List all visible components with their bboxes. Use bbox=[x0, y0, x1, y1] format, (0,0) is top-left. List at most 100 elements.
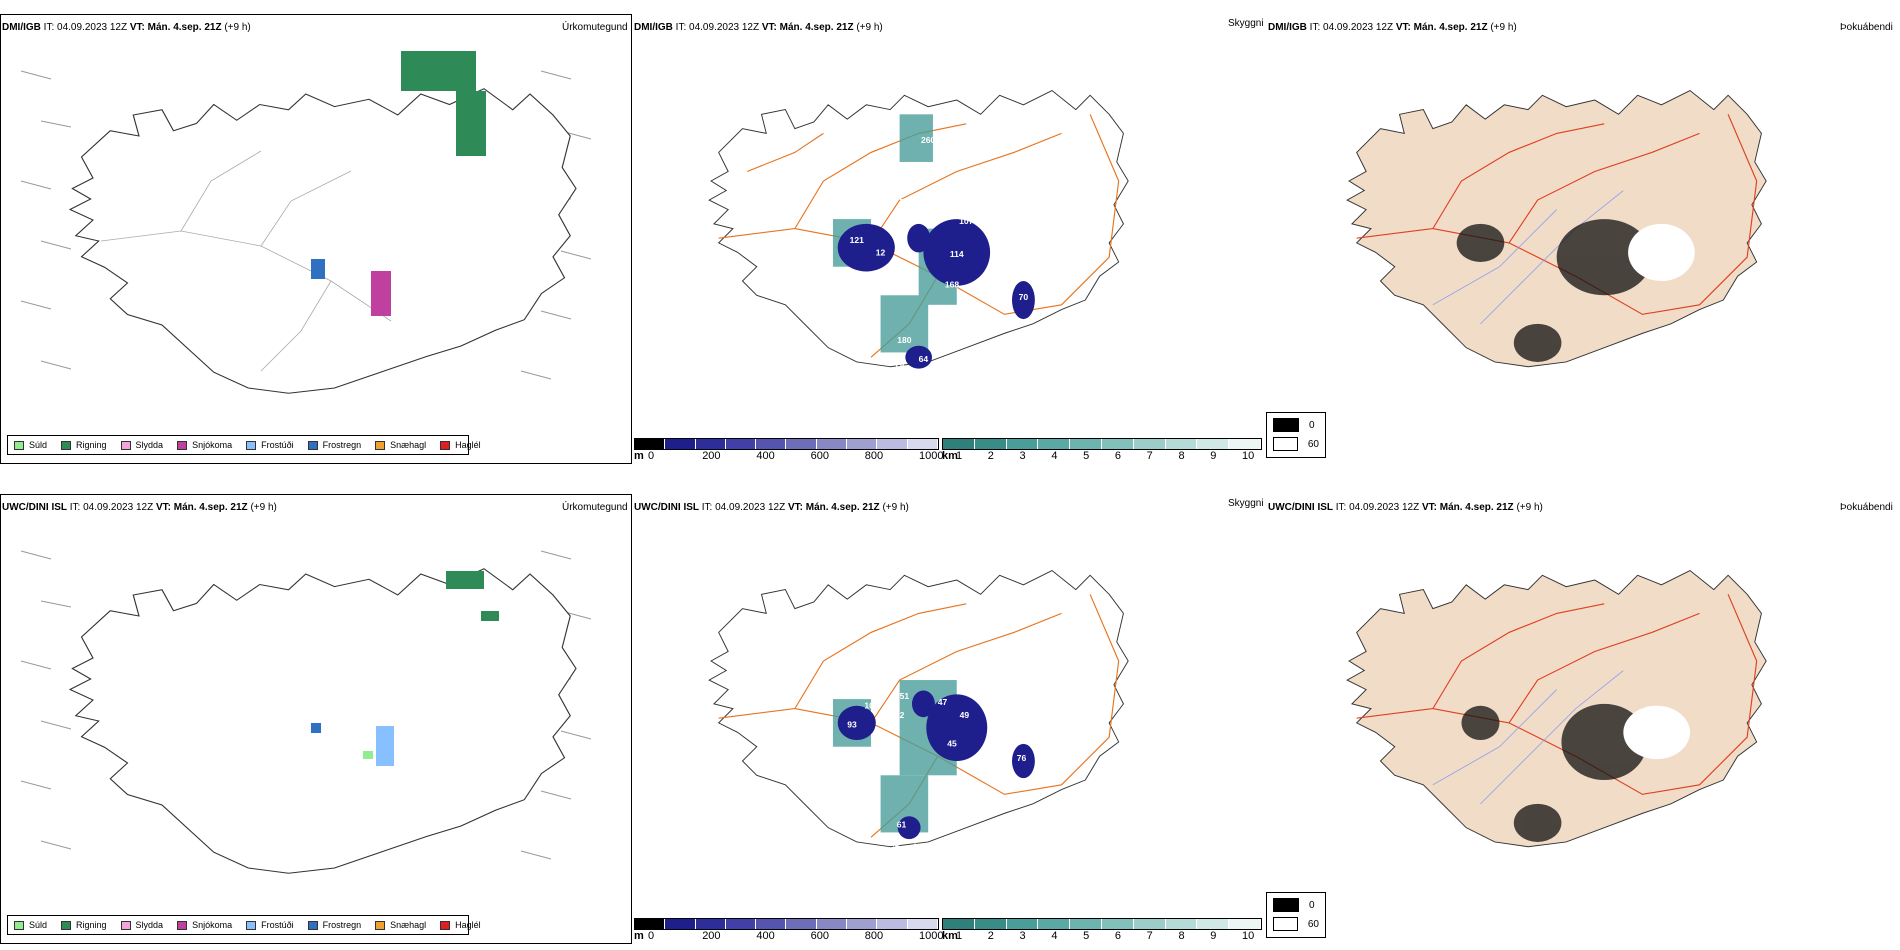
colorbar-tick: 400 bbox=[756, 450, 775, 462]
fog-legend-row: 60 bbox=[1273, 437, 1319, 451]
precip-map bbox=[20, 550, 592, 874]
colorbar-unit: km bbox=[942, 450, 958, 462]
legend-item: Frostúði bbox=[246, 920, 294, 930]
panel-title: Þokuábendi bbox=[1840, 502, 1893, 513]
legend-swatch bbox=[246, 920, 257, 930]
roads bbox=[1356, 594, 1758, 795]
legend-label: Slydda bbox=[135, 440, 164, 450]
visibility-map: 51 47 49 45 76 93 10 37 52 76 42 41 61 76 bbox=[708, 570, 1129, 852]
visibility-value-label: 64 bbox=[919, 354, 929, 364]
legend-label: Súld bbox=[29, 440, 48, 450]
legend-swatch bbox=[14, 440, 24, 450]
legend-label: Rigning bbox=[76, 440, 107, 450]
colorbar-tick: 400 bbox=[756, 930, 775, 942]
legend-label: Snjókoma bbox=[192, 920, 233, 930]
colorbar-tick: 1 bbox=[956, 450, 963, 462]
legend-item: Slydda bbox=[120, 440, 164, 450]
visibility-m-colorbar: m 0 200 400 600 800 1000 bbox=[634, 918, 943, 942]
legend-item: Snjókoma bbox=[177, 440, 232, 450]
fog-legend-row: 60 bbox=[1273, 917, 1319, 931]
colorbar-tick: 600 bbox=[810, 450, 829, 462]
fog-legend-label: 60 bbox=[1307, 918, 1319, 930]
legend-swatch bbox=[14, 920, 24, 930]
visibility-value-label: 12 bbox=[933, 202, 943, 212]
legend-swatch bbox=[375, 440, 386, 450]
legend-label: Frostúði bbox=[261, 920, 294, 930]
colorbar-tick: 6 bbox=[1114, 930, 1121, 942]
colorbar-tick: 200 bbox=[702, 930, 721, 942]
legend-label: Snjókoma bbox=[192, 440, 233, 450]
row-1: Súld Rigning Slydda Snjókoma Frostúði Frostre… bbox=[0, 0, 1900, 470]
rivers bbox=[1432, 670, 1624, 805]
rain-area bbox=[456, 91, 486, 156]
rain-area bbox=[401, 51, 476, 91]
visibility-map: 73 12 107 114 121 27 12 76 168 70 180 64 70 360 260 bbox=[708, 90, 1129, 369]
row-2: Súld Rigning Slydda Snjókoma Frostúði Frostre… bbox=[0, 480, 1900, 950]
fog-legend-label: 60 bbox=[1307, 438, 1319, 450]
visibility-value-label: 41 bbox=[912, 842, 922, 852]
roads bbox=[718, 594, 1120, 838]
legend-swatch bbox=[307, 920, 318, 930]
colorbar-tick: 800 bbox=[864, 450, 884, 462]
legend-label: Rigning bbox=[76, 920, 107, 930]
rain-area bbox=[446, 571, 484, 589]
fog-legend-row: 0 bbox=[1273, 418, 1319, 432]
model-name: UWC/DINI ISL bbox=[2, 502, 67, 513]
legend-item: Rigning bbox=[61, 920, 107, 930]
visibility-value-label: 45 bbox=[947, 739, 957, 749]
legend-label: Slydda bbox=[135, 920, 164, 930]
legend-swatch bbox=[61, 920, 72, 930]
legend-swatch bbox=[120, 920, 131, 930]
colorbar-tick: 200 bbox=[702, 450, 721, 462]
legend-item: Frostúði bbox=[246, 440, 294, 450]
precip-legend: Súld Rigning Slydda Snjókoma Frostúði Frostre… bbox=[7, 915, 481, 935]
legend-swatch bbox=[440, 440, 451, 450]
colorbar-unit: km bbox=[942, 930, 958, 942]
visibility-value-label: 121 bbox=[850, 235, 865, 245]
snow-area bbox=[371, 271, 391, 316]
fog-legend-row: 0 bbox=[1273, 898, 1319, 912]
visibility-value-label: 76 bbox=[990, 672, 1000, 682]
visibility-value-label: 27 bbox=[823, 244, 833, 254]
precip-legend: Súld Rigning Slydda Snjókoma Frostúði Frostre… bbox=[7, 435, 481, 455]
colorbar-tick: 4 bbox=[1051, 930, 1058, 942]
colorbar-tick: 7 bbox=[1146, 450, 1153, 462]
colorbar-tick: 5 bbox=[1083, 450, 1090, 462]
model-name: DMI/IGB bbox=[2, 22, 41, 33]
legend-label: Frostregn bbox=[322, 920, 362, 930]
colorbar-tick: 4 bbox=[1051, 450, 1058, 462]
legend-label: Frostregn bbox=[322, 440, 362, 450]
fog-legend: 0 60 bbox=[1266, 412, 1326, 458]
legend-item: Slydda bbox=[120, 920, 164, 930]
colorbar-tick: 8 bbox=[1178, 930, 1185, 942]
legend-label: Snæhagl bbox=[390, 440, 427, 450]
colorbar-tick: 1000 bbox=[919, 450, 944, 462]
visibility-value-label: 10 bbox=[864, 701, 874, 711]
visibility-value-label: 114 bbox=[950, 249, 964, 259]
visibility-value-label: 47 bbox=[938, 697, 948, 707]
legend-item: Snjókoma bbox=[177, 920, 232, 930]
fog-map bbox=[1346, 90, 1767, 368]
precip-type-panel: Súld Rigning Slydda Snjókoma Frostúði Frostre… bbox=[0, 494, 632, 944]
row-2-header-p3: UWC/DINI ISL IT: 04.09.2023 12Z VT: Mán.… bbox=[1268, 502, 1543, 513]
panel-title: Skyggni bbox=[1228, 498, 1264, 509]
panel-title: Úrkomutegund bbox=[562, 22, 628, 33]
legend-item: Frostregn bbox=[307, 440, 362, 450]
colorbar-tick: 8 bbox=[1178, 450, 1185, 462]
colorbar-tick: 2 bbox=[987, 450, 994, 462]
colorbar-tick: 6 bbox=[1114, 450, 1121, 462]
fog-area bbox=[1456, 219, 1652, 362]
visibility-value-label: 70 bbox=[1019, 292, 1029, 302]
roads bbox=[718, 114, 1120, 358]
legend-swatch bbox=[440, 920, 451, 930]
row-2-header-p2: UWC/DINI ISL IT: 04.09.2023 12Z VT: Mán.… bbox=[634, 502, 909, 513]
legend-label: Súld bbox=[29, 920, 48, 930]
colorbar-tick: 1 bbox=[956, 930, 963, 942]
colorbar-tick: 800 bbox=[864, 930, 884, 942]
row-2-header-p1: UWC/DINI ISL IT: 04.09.2023 12Z VT: Mán.… bbox=[2, 502, 277, 513]
legend-swatch bbox=[61, 440, 72, 450]
visibility-m-area bbox=[837, 690, 1035, 840]
colorbar-tick: 3 bbox=[1019, 930, 1026, 942]
colorbar-unit: m bbox=[634, 930, 644, 942]
legend-label: Haglél bbox=[455, 920, 481, 930]
